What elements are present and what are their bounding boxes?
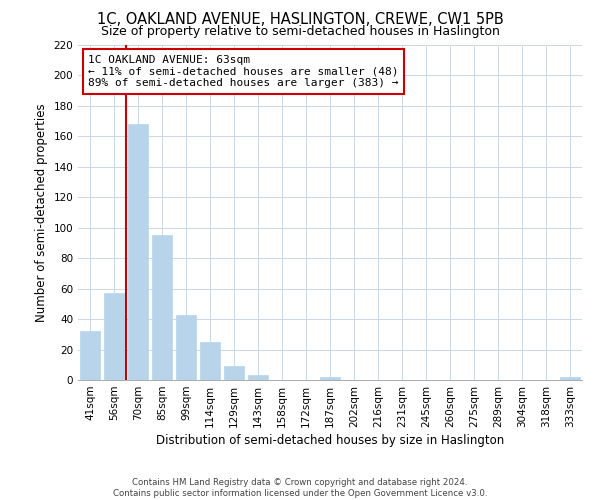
Bar: [200, 342, 220, 380]
Text: 1C OAKLAND AVENUE: 63sqm
← 11% of semi-detached houses are smaller (48)
89% of s: 1C OAKLAND AVENUE: 63sqm ← 11% of semi-d…: [88, 55, 398, 88]
X-axis label: Distribution of semi-detached houses by size in Haslington: Distribution of semi-detached houses by …: [156, 434, 504, 447]
Y-axis label: Number of semi-detached properties: Number of semi-detached properties: [35, 103, 48, 322]
Bar: [80, 332, 100, 380]
Bar: [560, 377, 580, 380]
Bar: [128, 124, 148, 380]
Bar: [104, 293, 124, 380]
Bar: [224, 366, 244, 380]
Bar: [152, 236, 172, 380]
Bar: [320, 377, 340, 380]
Bar: [176, 314, 196, 380]
Text: Size of property relative to semi-detached houses in Haslington: Size of property relative to semi-detach…: [101, 25, 499, 38]
Text: 1C, OAKLAND AVENUE, HASLINGTON, CREWE, CW1 5PB: 1C, OAKLAND AVENUE, HASLINGTON, CREWE, C…: [97, 12, 503, 28]
Text: Contains HM Land Registry data © Crown copyright and database right 2024.
Contai: Contains HM Land Registry data © Crown c…: [113, 478, 487, 498]
Bar: [248, 376, 268, 380]
